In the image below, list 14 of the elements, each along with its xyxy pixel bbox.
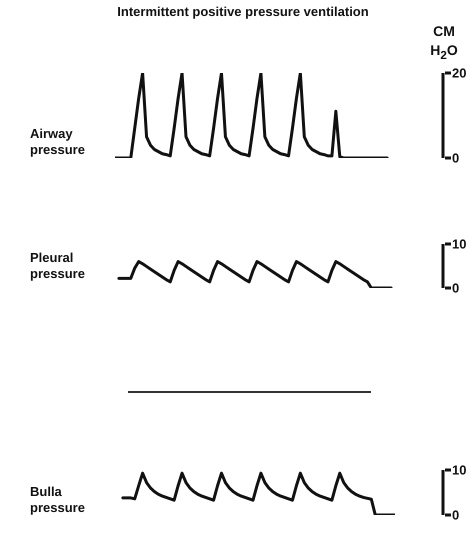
line-series (121, 472, 395, 515)
y-axis-title: Pleural pressure (30, 250, 86, 282)
y-tick-label: 20 (452, 66, 466, 81)
y-axis-title: Airway pressure (30, 126, 86, 158)
chart-title: Intermittent positive pressure ventilation (116, 4, 370, 19)
y-tick-label: 10 (452, 462, 466, 478)
y-tick-label: 0 (452, 508, 460, 523)
line-series (115, 73, 389, 158)
y-tick-label: 0 (452, 280, 460, 296)
line-series (117, 260, 393, 288)
text: CM H$_{2}$O (429, 22, 459, 64)
y-tick-label: 0 (452, 150, 460, 166)
y-axis-title: Bulla pressure (30, 484, 86, 516)
y-tick-label: 10 (452, 236, 466, 252)
